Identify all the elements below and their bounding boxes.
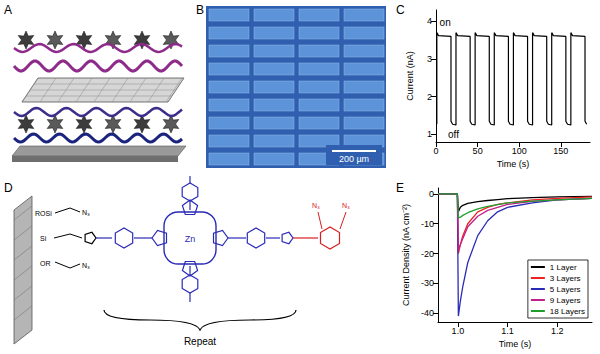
svg-text:off: off — [448, 129, 459, 140]
svg-text:0: 0 — [433, 146, 438, 156]
svg-text:N₃: N₃ — [312, 202, 320, 209]
svg-text:A: A — [4, 3, 12, 17]
svg-text:OR: OR — [40, 260, 51, 267]
svg-text:1 Layer: 1 Layer — [550, 263, 577, 272]
svg-text:Time (s): Time (s) — [497, 159, 530, 169]
svg-text:150: 150 — [553, 146, 568, 156]
svg-text:18 Layers: 18 Layers — [550, 307, 585, 316]
svg-text:-30: -30 — [421, 278, 434, 288]
svg-text:-20: -20 — [421, 249, 434, 259]
svg-text:Repeat: Repeat — [184, 336, 216, 347]
svg-text:N₃: N₃ — [82, 262, 90, 269]
svg-text:ROSi: ROSi — [35, 210, 52, 217]
svg-text:E: E — [396, 181, 404, 195]
svg-text:1.0: 1.0 — [452, 326, 465, 336]
svg-text:D: D — [4, 181, 13, 195]
svg-text:9 Layers: 9 Layers — [550, 296, 581, 305]
svg-text:2: 2 — [427, 92, 432, 102]
svg-text:C: C — [396, 3, 405, 17]
svg-text:200 µm: 200 µm — [339, 154, 369, 164]
svg-text:50: 50 — [473, 146, 483, 156]
svg-text:0: 0 — [429, 189, 434, 199]
svg-text:-40: -40 — [421, 308, 434, 318]
svg-text:5 Layers: 5 Layers — [550, 285, 581, 294]
svg-text:on: on — [440, 17, 451, 28]
svg-text:Current (nA): Current (nA) — [405, 51, 415, 101]
svg-text:B: B — [196, 3, 204, 17]
svg-text:Current Density (nA cm⁻²): Current Density (nA cm⁻²) — [401, 204, 411, 306]
svg-text:1.1: 1.1 — [501, 326, 514, 336]
svg-text:3 Layers: 3 Layers — [550, 274, 581, 283]
svg-text:Si: Si — [40, 235, 47, 242]
svg-text:N₃: N₃ — [342, 202, 350, 209]
svg-text:Time (s): Time (s) — [499, 339, 532, 349]
svg-text:1.2: 1.2 — [551, 326, 564, 336]
svg-text:N₃: N₃ — [82, 209, 90, 216]
svg-text:3: 3 — [427, 54, 432, 64]
svg-text:1: 1 — [427, 129, 432, 139]
svg-text:Zn: Zn — [185, 234, 196, 244]
svg-text:4: 4 — [427, 16, 432, 26]
svg-text:-10: -10 — [421, 219, 434, 229]
svg-text:100: 100 — [512, 146, 527, 156]
